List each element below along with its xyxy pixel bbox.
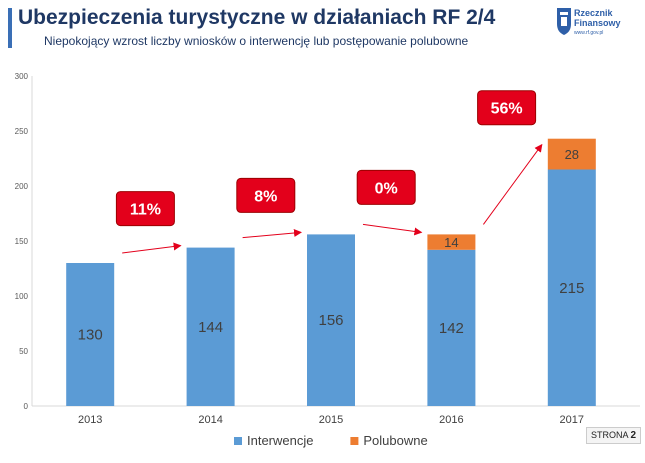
legend-swatch (234, 437, 242, 445)
logo-url: www.rf.gov.pl (574, 30, 604, 36)
growth-arrow (482, 143, 543, 225)
data-label-interwencje: 144 (198, 319, 223, 336)
x-tick-label: 2016 (439, 414, 463, 426)
page-number: 2 (630, 430, 637, 441)
title-accent-bar (8, 8, 12, 48)
growth-arrow (122, 242, 182, 254)
y-tick-label: 50 (19, 347, 28, 356)
data-label-polubowne: 14 (444, 235, 458, 250)
growth-arrow (362, 223, 423, 236)
data-label-interwencje: 130 (78, 327, 103, 344)
data-label-interwencje: 142 (439, 320, 464, 337)
bar-interwencje (307, 234, 355, 406)
rzecznik-finansowy-logo: Rzecznik Finansowy www.rf.gov.pl (556, 6, 636, 42)
x-tick-label: 2013 (78, 414, 102, 426)
growth-arrow (242, 229, 302, 239)
y-tick-label: 150 (15, 237, 29, 246)
bar-interwencje (186, 247, 235, 406)
legend-swatch (350, 437, 359, 445)
y-tick-label: 0 (24, 402, 29, 411)
x-tick-label: 2015 (319, 414, 343, 426)
growth-badge (115, 191, 175, 227)
stacked-bar-chart: 0 50 100 150 200 250 300 130 2013 144 2014 156 2015 1… (15, 72, 640, 448)
growth-badge-label: 8% (254, 188, 277, 205)
y-tick-label: 250 (15, 127, 29, 136)
y-tick-label: 300 (15, 72, 29, 81)
bar-polubowne (427, 234, 476, 250)
x-tick-label: 2017 (560, 414, 584, 426)
shield-icon (557, 8, 571, 35)
page-subtitle: Niepokojący wzrost liczby wniosków o int… (44, 34, 469, 48)
growth-badge (236, 177, 296, 213)
legend-label: Interwencje (247, 433, 313, 448)
data-label-interwencje: 215 (559, 280, 584, 297)
y-tick-label: 200 (15, 182, 29, 191)
growth-badge (356, 169, 416, 205)
bar-interwencje (427, 249, 476, 406)
growth-badge-label: 56% (491, 101, 523, 118)
page-number-badge: STRONA 2 (586, 427, 642, 444)
growth-badge-label: 0% (375, 180, 398, 197)
y-tick-label: 100 (15, 292, 29, 301)
logo-line-2: Finansowy (574, 18, 621, 28)
page-label: STRONA (591, 430, 629, 440)
growth-badge (477, 90, 537, 126)
logo-line-1: Rzecznik (574, 8, 613, 18)
bar-polubowne (547, 138, 596, 170)
data-label-interwencje: 156 (318, 312, 343, 329)
page-title: Ubezpieczenia turystyczne w działaniach … (18, 6, 496, 29)
legend-label: Polubowne (363, 433, 427, 448)
bar-interwencje (547, 169, 596, 406)
growth-badge-label: 11% (130, 202, 161, 219)
x-tick-label: 2014 (198, 414, 222, 426)
bar-interwencje (66, 263, 115, 406)
data-label-polubowne: 28 (565, 147, 579, 162)
